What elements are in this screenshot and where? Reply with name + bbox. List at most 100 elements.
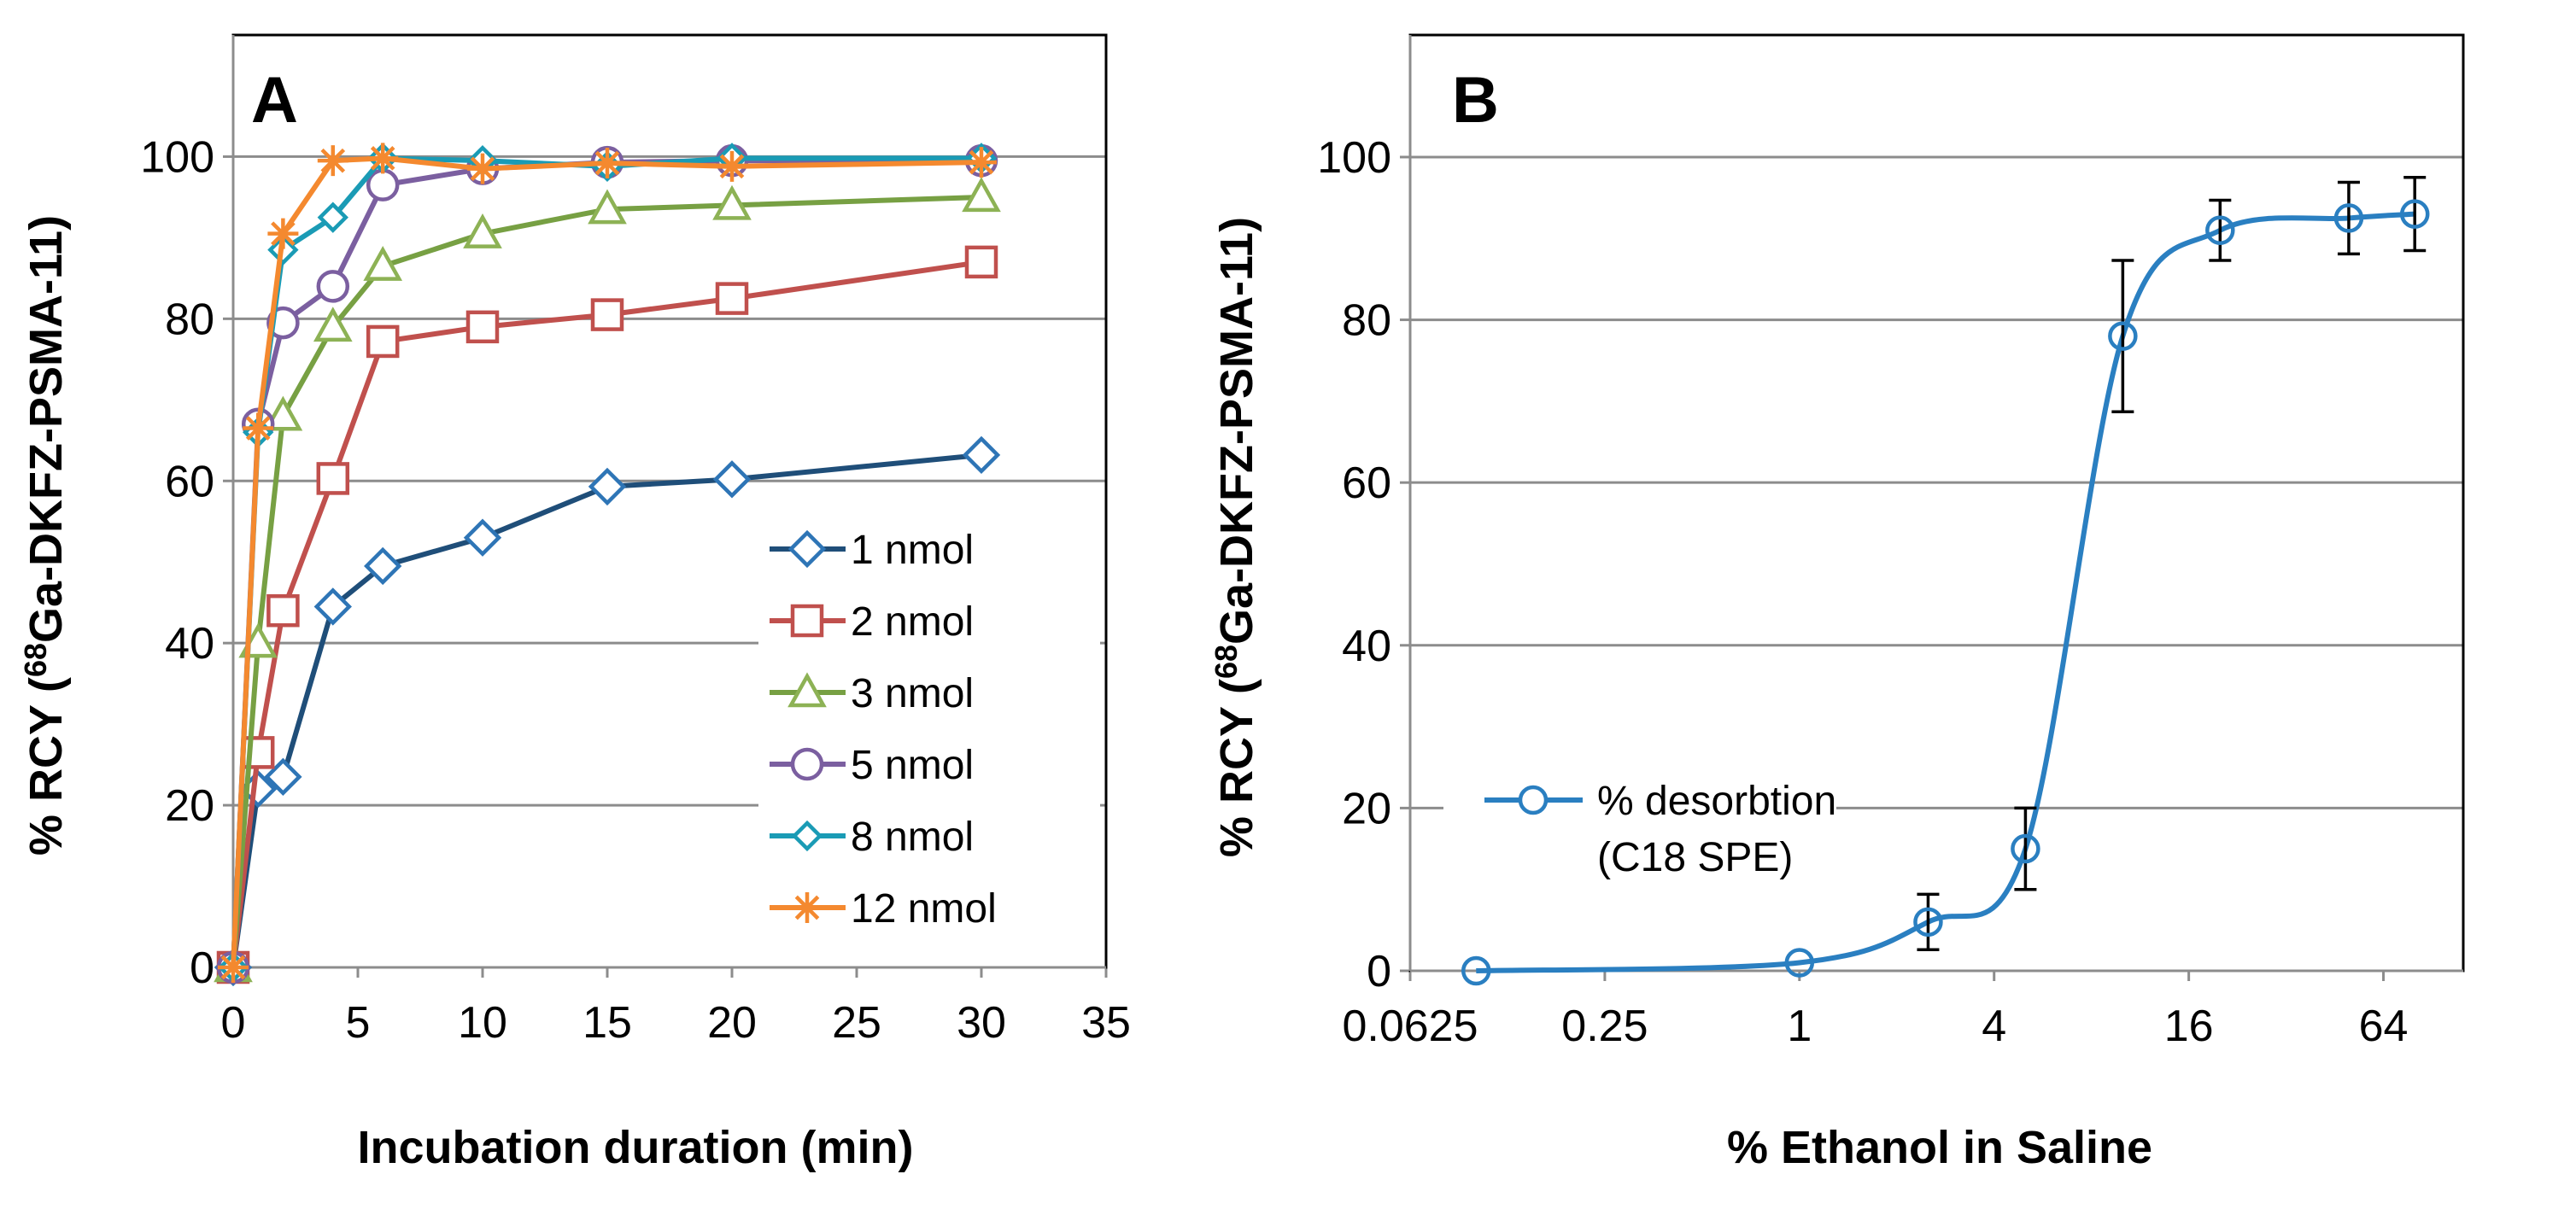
x-tick-label: 16 (2164, 1002, 2214, 1051)
data-point (363, 246, 403, 281)
data-point (962, 435, 1001, 475)
legend-label-line2: (C18 SPE) (1597, 835, 1793, 880)
x-tick-label: 0 (221, 998, 246, 1048)
data-point (1913, 907, 1943, 938)
legend-label: % desorbtion (1597, 779, 1836, 824)
legend-background (758, 517, 1100, 943)
data-point (317, 145, 348, 177)
legend-label: 3 nmol (851, 671, 974, 716)
error-bar (2337, 180, 2360, 256)
data-point (364, 546, 402, 586)
data-point (2011, 833, 2040, 864)
data-point (588, 189, 627, 225)
y-tick-label: 40 (165, 619, 214, 669)
error-bar (2403, 176, 2427, 253)
data-point (2333, 203, 2364, 233)
error-bar (2014, 806, 2037, 891)
error-bar (2209, 198, 2232, 262)
data-point (2205, 215, 2235, 245)
data-point (2399, 199, 2430, 229)
y-axis-title: % RCY (68Ga-DKFZ-PSMA-11) (1209, 217, 1262, 857)
y-tick-label: 80 (165, 295, 214, 344)
y-tick-label: 80 (1342, 296, 1391, 346)
x-tick-label: 20 (707, 998, 757, 1048)
legend-label: 12 nmol (851, 886, 997, 932)
legend-marker (791, 820, 823, 852)
x-tick-label: 1 (1787, 1002, 1812, 1051)
error-bar (1917, 892, 1940, 951)
x-axis-title: % Ethanol in Saline (1727, 1122, 2152, 1173)
data-point (1784, 948, 1815, 978)
series-line (1476, 211, 2415, 973)
y-tick-label: 20 (165, 781, 214, 831)
data-point (264, 757, 302, 797)
y-tick-label: 0 (1367, 947, 1391, 996)
legend-item: 12 nmol (770, 886, 997, 932)
legend-item: 5 nmol (770, 743, 974, 788)
data-point (367, 143, 399, 174)
chart-b: 0 20 40 60 80 100 0.0625 0.25 1 4 16 64 % desorbtion… (1209, 33, 2465, 1173)
y-tick-label: 0 (190, 943, 214, 993)
y-tick-label: 20 (1342, 784, 1391, 833)
x-tick-label: 15 (583, 998, 632, 1048)
data-point (467, 153, 498, 184)
data-point (715, 282, 749, 315)
y-tick-label: 60 (165, 457, 214, 506)
legend-marker (790, 604, 824, 638)
x-tick-label: 0.0625 (1342, 1002, 1478, 1051)
y-tick-label: 40 (1342, 622, 1391, 671)
data-point (2108, 321, 2138, 351)
x-tick-label: 5 (346, 998, 371, 1048)
data-point (463, 213, 502, 248)
data-point (712, 460, 752, 499)
legend-item: 2 nmol (770, 599, 974, 645)
series-12-nmol (218, 143, 997, 983)
data-point (263, 395, 303, 431)
data-point (266, 593, 300, 628)
panel-label: A (251, 64, 298, 137)
x-tick-label: 4 (1982, 1002, 2006, 1051)
data-point (1461, 955, 1491, 986)
data-point (267, 218, 299, 249)
legend-marker (1518, 785, 1549, 815)
x-tick-label: 0.25 (1561, 1002, 1648, 1051)
legend-marker (787, 529, 827, 569)
data-point (964, 245, 998, 279)
y-tick-label: 100 (140, 132, 214, 182)
data-point (313, 587, 352, 626)
legend-label: 8 nmol (851, 815, 974, 860)
series-3-nmol (214, 177, 1001, 983)
legend-item: 3 nmol (770, 671, 974, 716)
y-tick-label: 60 (1342, 459, 1391, 508)
data-point (465, 310, 500, 344)
data-point (712, 184, 752, 220)
x-axis-title: Incubation duration (min) (358, 1122, 914, 1173)
x-tick-label: 64 (2359, 1002, 2409, 1051)
data-point (588, 467, 627, 506)
data-point (366, 168, 400, 202)
error-bar (2111, 259, 2134, 414)
data-point (316, 270, 350, 303)
data-point (366, 324, 400, 359)
data-point (966, 147, 997, 178)
data-point (316, 462, 350, 495)
data-point (962, 177, 1001, 213)
x-tick-label: 25 (832, 998, 881, 1048)
legend-background (1443, 751, 1836, 858)
legend-item: 1 nmol (770, 528, 974, 573)
data-point (313, 307, 353, 342)
y-tick-label: 100 (1317, 133, 1391, 183)
data-point (463, 518, 502, 557)
legend-marker (790, 747, 824, 781)
legend-item: % desorbtion (C18 SPE) (1484, 779, 1836, 880)
legend-label: 1 nmol (851, 528, 974, 573)
data-point (317, 202, 348, 233)
legend-label: 5 nmol (851, 743, 974, 788)
data-point (590, 298, 624, 331)
data-point (243, 412, 274, 444)
x-tick-label: 10 (458, 998, 507, 1048)
legend-marker (787, 672, 827, 708)
data-point (218, 952, 249, 983)
legend-item: 8 nmol (770, 815, 974, 860)
